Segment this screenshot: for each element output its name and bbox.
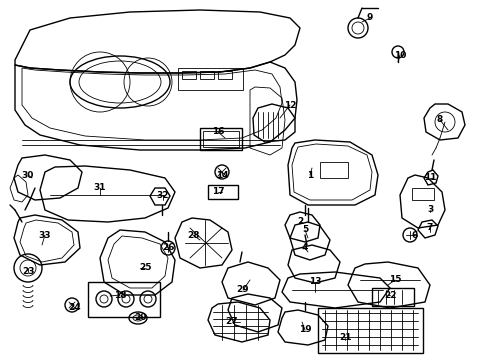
Text: 10: 10 <box>394 50 406 59</box>
Text: 16: 16 <box>212 127 224 136</box>
Text: 33: 33 <box>39 230 51 239</box>
Text: 19: 19 <box>299 325 311 334</box>
Text: 29: 29 <box>237 285 249 294</box>
Text: 3: 3 <box>427 206 433 215</box>
Text: 15: 15 <box>389 275 401 284</box>
Text: 5: 5 <box>302 225 308 234</box>
Text: 32: 32 <box>157 190 169 199</box>
Text: 26: 26 <box>162 243 174 252</box>
Bar <box>178 68 243 90</box>
Text: 20: 20 <box>134 314 146 323</box>
Text: 27: 27 <box>226 318 238 327</box>
Text: 1: 1 <box>307 171 313 180</box>
Text: 14: 14 <box>216 171 228 180</box>
Text: 31: 31 <box>94 184 106 193</box>
Bar <box>372 288 414 306</box>
Bar <box>200 128 242 150</box>
Bar <box>320 162 348 178</box>
Text: 12: 12 <box>284 100 296 109</box>
Text: 24: 24 <box>69 303 81 312</box>
Text: 21: 21 <box>339 333 351 342</box>
Text: 23: 23 <box>22 267 34 276</box>
Bar <box>412 188 434 200</box>
Text: 22: 22 <box>384 291 396 300</box>
Bar <box>218 71 232 79</box>
Bar <box>203 131 239 147</box>
Text: 11: 11 <box>424 174 436 183</box>
Text: 7: 7 <box>427 224 433 233</box>
Text: 9: 9 <box>367 13 373 22</box>
Text: 4: 4 <box>302 243 308 252</box>
Text: 6: 6 <box>412 230 418 239</box>
Bar <box>182 71 196 79</box>
Text: 28: 28 <box>187 230 199 239</box>
Text: 13: 13 <box>309 278 321 287</box>
Text: 2: 2 <box>297 217 303 226</box>
Text: 30: 30 <box>22 171 34 180</box>
Text: 25: 25 <box>139 264 151 273</box>
Text: 18: 18 <box>114 291 126 300</box>
Bar <box>318 308 423 353</box>
Bar <box>88 282 160 317</box>
Text: 8: 8 <box>437 116 443 125</box>
Bar <box>208 185 238 199</box>
Bar <box>200 71 214 79</box>
Text: 17: 17 <box>212 188 224 197</box>
